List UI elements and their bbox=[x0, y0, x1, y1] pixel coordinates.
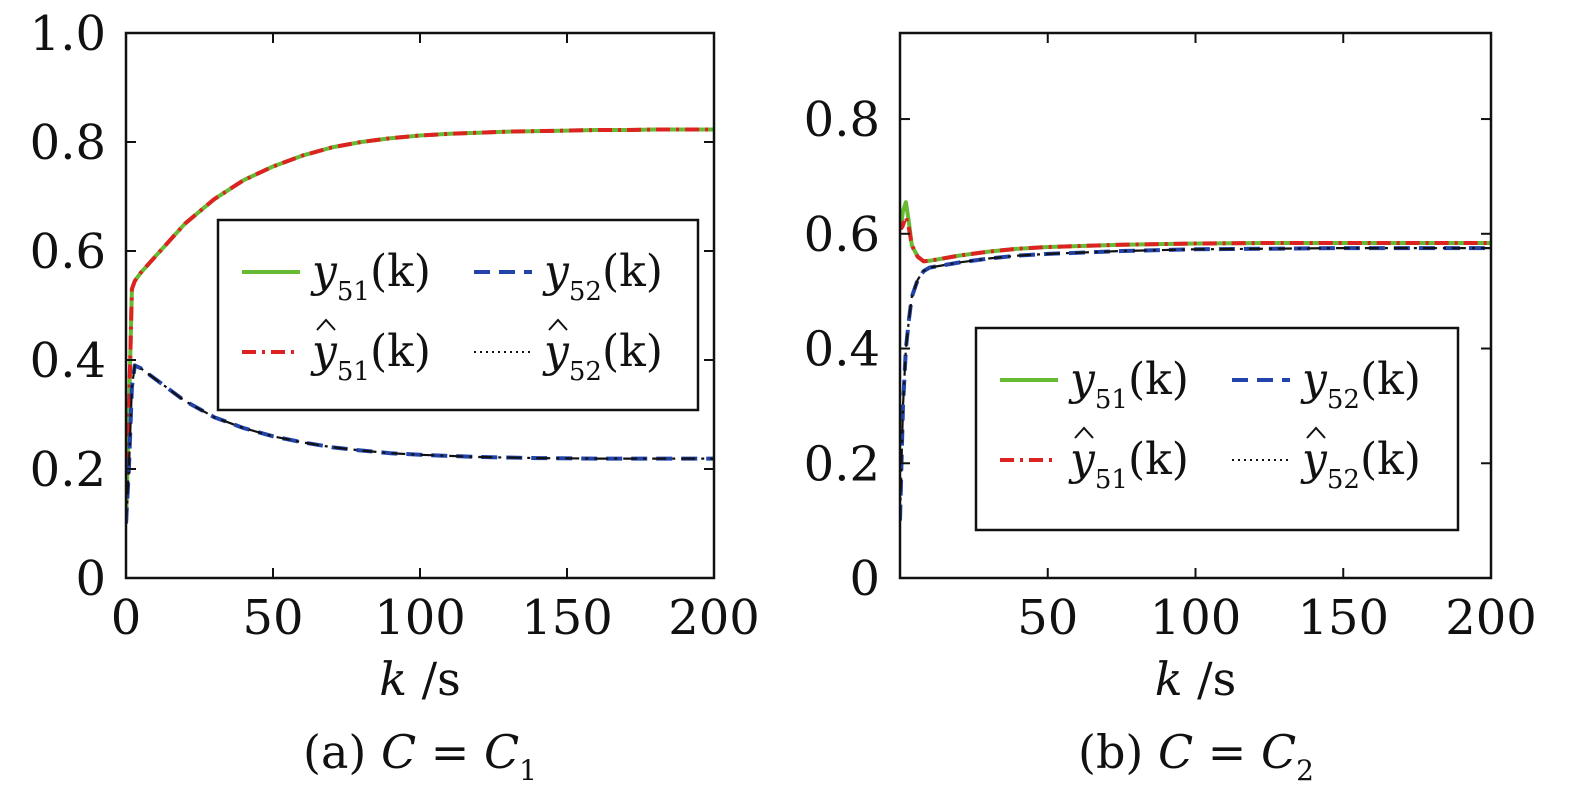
x-tick-label: 200 bbox=[668, 590, 760, 646]
y-tick-label: 0 bbox=[75, 551, 106, 607]
y-tick-label: 0.2 bbox=[804, 436, 880, 492]
y-tick-label: 0.4 bbox=[804, 322, 880, 378]
legend: y51(k) y52(k) y51(k) y52(k) bbox=[216, 218, 700, 412]
series-line-yhat51 bbox=[126, 127, 714, 524]
series-line-yhat52 bbox=[900, 247, 1491, 521]
y-tick-label: 0.2 bbox=[30, 442, 106, 498]
legend-label: y52(k) bbox=[542, 326, 663, 387]
legend-label: y51(k) bbox=[1068, 434, 1189, 495]
x-tick-label: 50 bbox=[1017, 590, 1078, 646]
y-tick-label: 0.6 bbox=[30, 224, 106, 280]
y-tick-label: 0.8 bbox=[804, 92, 880, 148]
legend: y51(k) y52(k) y51(k) y52(k) bbox=[974, 326, 1460, 532]
y-tick-label: 0.4 bbox=[30, 333, 106, 389]
panel-caption: (b) C = C2 bbox=[1078, 725, 1314, 787]
legend-label: y51(k) bbox=[310, 246, 431, 307]
legend-label: y52(k) bbox=[1300, 434, 1421, 495]
x-axis-label: k /s bbox=[379, 652, 461, 706]
legend-label: y52(k) bbox=[542, 246, 663, 307]
x-tick-label: 50 bbox=[242, 590, 303, 646]
legend-label: y51(k) bbox=[310, 326, 431, 387]
y-tick-label: 0.8 bbox=[30, 115, 106, 171]
y-tick-label: 0 bbox=[849, 551, 880, 607]
y-tick-label: 1.0 bbox=[30, 6, 106, 62]
series-group bbox=[126, 127, 714, 524]
series-line-yhat51 bbox=[900, 214, 1491, 264]
x-tick-label: 0 bbox=[111, 590, 142, 646]
legend-label: y52(k) bbox=[1300, 354, 1421, 415]
chart-panel-b: 50 100 150 200 0 0.2 0.4 0.6 0.8 k /s (b) C = C2 y5… bbox=[804, 31, 1537, 787]
x-axis-label: k /s bbox=[1155, 652, 1237, 706]
x-tick-label: 150 bbox=[521, 590, 613, 646]
series-group bbox=[900, 200, 1491, 521]
x-tick-label: 150 bbox=[1297, 590, 1389, 646]
x-tick-label: 100 bbox=[374, 590, 466, 646]
series-line-yhat52 bbox=[126, 364, 714, 524]
legend-label: y51(k) bbox=[1068, 354, 1189, 415]
y-tick-label: 0.6 bbox=[804, 207, 880, 263]
series-line-y51 bbox=[900, 200, 1491, 264]
x-tick-label: 100 bbox=[1150, 590, 1242, 646]
panel-caption: (a) C = C1 bbox=[303, 725, 537, 787]
x-tick-label: 200 bbox=[1445, 590, 1537, 646]
chart-panel-a: 0 50 100 150 200 0 0.2 0.4 0.6 0.8 1.0 k /s (a) C = … bbox=[30, 6, 760, 787]
